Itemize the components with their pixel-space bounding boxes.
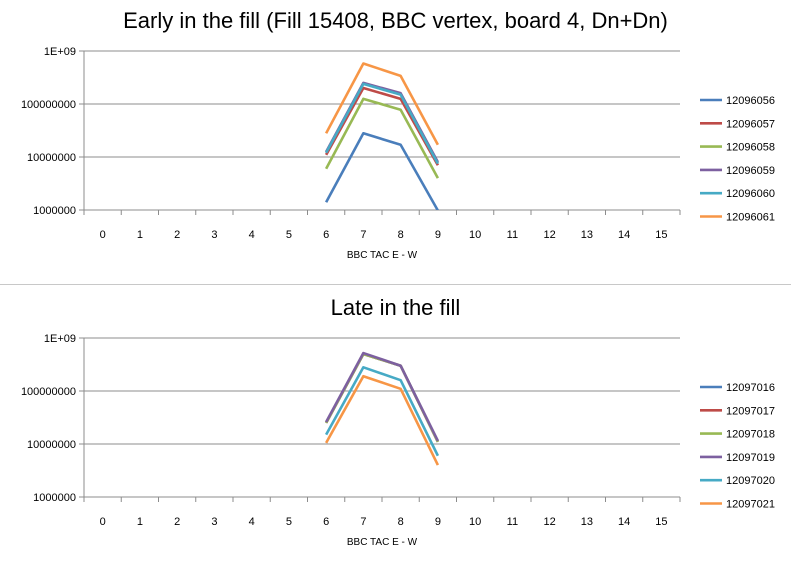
series-line [324,366,440,457]
y-tick-label: 100000000 [21,99,76,111]
x-tick-label: 10 [469,229,481,241]
series-line [324,82,440,165]
series-line [324,62,440,146]
y-tick-label: 100000000 [21,386,76,398]
x-tick-label: 2 [174,516,180,528]
chart-divider [0,284,791,285]
legend-label: 12097018 [726,429,775,441]
chart-title: Early in the fill (Fill 15408, BBC verte… [123,8,668,33]
series-line [324,374,440,466]
x-tick-label: 6 [323,229,329,241]
x-tick-label: 1 [137,229,143,241]
legend-label: 12097021 [726,499,775,511]
y-tick-label: 1E+09 [44,46,76,58]
x-tick-label: 0 [100,229,106,241]
legend-label: 12096060 [726,188,775,200]
legend-label: 12097016 [726,382,775,394]
legend-label: 12097019 [726,452,775,464]
x-tick-label: 12 [544,516,556,528]
x-tick-label: 15 [655,229,667,241]
x-tick-label: 14 [618,516,630,528]
x-tick-label: 7 [360,229,366,241]
x-tick-label: 9 [435,229,441,241]
x-tick-label: 13 [581,229,593,241]
series-line [324,86,440,166]
x-tick-label: 15 [655,516,667,528]
x-tick-label: 7 [360,516,366,528]
x-tick-label: 8 [398,229,404,241]
x-tick-label: 0 [100,516,106,528]
x-axis-label: BBC TAC E - W [347,537,418,548]
x-tick-label: 3 [211,516,217,528]
x-tick-label: 4 [249,516,255,528]
chart-late-fill: Late in the fill 1E+09 100000000 10000000 1… [0,287,791,567]
x-tick-label: 2 [174,229,180,241]
legend-label: 12096061 [726,212,775,224]
x-tick-label: 11 [507,516,518,528]
x-tick-label: 1 [137,516,143,528]
series-line [324,132,440,210]
x-tick-label: 6 [323,516,329,528]
series-line [324,351,440,442]
chart-title: Late in the fill [330,295,461,320]
x-tick-label: 3 [211,229,217,241]
legend-label: 12096059 [726,165,775,177]
series-line [324,97,440,179]
y-tick-label: 10000000 [27,152,76,164]
x-tick-label: 5 [286,229,292,241]
y-tick-label: 1000000 [33,205,76,217]
x-tick-label: 4 [249,229,255,241]
legend-label: 12096058 [726,142,775,154]
legend-label: 12096056 [726,95,775,107]
x-tick-label: 5 [286,516,292,528]
y-tick-label: 10000000 [27,439,76,451]
series-group [324,62,440,210]
x-tick-label: 14 [618,229,630,241]
legend-label: 12097017 [726,405,775,417]
x-tick-label: 8 [398,516,404,528]
y-tick-label: 1E+09 [44,333,76,345]
series-group [324,351,440,466]
legend-label: 12096057 [726,118,775,130]
x-tick-label: 11 [507,229,518,241]
x-axis-label: BBC TAC E - W [347,250,418,261]
y-tick-label: 1000000 [33,492,76,504]
x-tick-label: 10 [469,516,481,528]
chart-early-fill: Early in the fill (Fill 15408, BBC verte… [21,8,775,261]
x-tick-label: 12 [544,229,556,241]
x-tick-label: 13 [581,516,593,528]
x-tick-label: 9 [435,516,441,528]
legend-label: 12097020 [726,475,775,487]
